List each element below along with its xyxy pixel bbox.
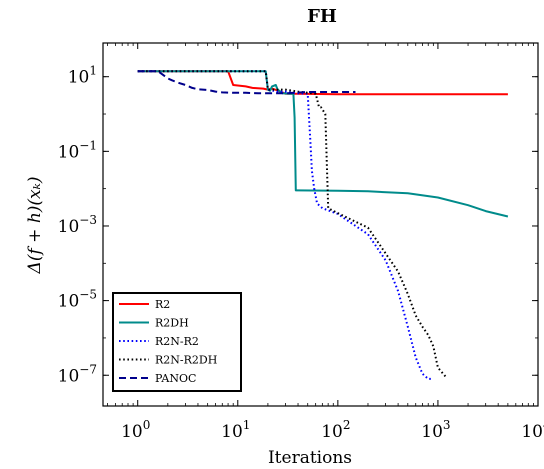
legend-label: R2N-R2DH	[155, 354, 217, 367]
y-tick-labels: 101 10−1 10−3 10−5 10−7	[58, 64, 97, 387]
series-line-panoc	[137, 70, 356, 95]
legend: R2 R2DH R2N-R2 R2N-R2DH PANOC	[112, 292, 242, 392]
series-line-r2dh	[137, 70, 509, 218]
plot-area	[102, 42, 539, 407]
x-tick-labels: 100 101 102 103 104	[121, 418, 544, 442]
x-axis-label: Iterations	[268, 448, 352, 468]
y-tick-label: 10−7	[58, 362, 97, 386]
x-tick-label: 102	[321, 418, 350, 442]
legend-label: R2N-R2	[155, 335, 199, 348]
chart-title: FH	[307, 6, 337, 27]
y-tick-label: 10−5	[58, 288, 97, 312]
x-tick-label: 103	[421, 418, 450, 442]
series-line-r2	[137, 70, 508, 96]
series-line-r2n-r2	[137, 70, 434, 380]
legend-label: R2	[155, 298, 170, 311]
x-tick-label: 100	[121, 418, 150, 442]
x-tick-label: 104	[521, 418, 544, 442]
y-tick-label: 10−1	[58, 138, 97, 162]
y-tick-label: 101	[68, 64, 97, 88]
legend-label: R2DH	[155, 317, 189, 330]
plot-frame	[102, 42, 539, 407]
y-axis-label: Δ(f + h)(xₖ)	[25, 177, 45, 275]
legend-box	[112, 292, 242, 392]
y-tick-label: 10−3	[58, 213, 97, 237]
series-lines	[137, 70, 509, 380]
legend-label: PANOC	[155, 372, 196, 385]
x-tick-label: 101	[221, 418, 250, 442]
